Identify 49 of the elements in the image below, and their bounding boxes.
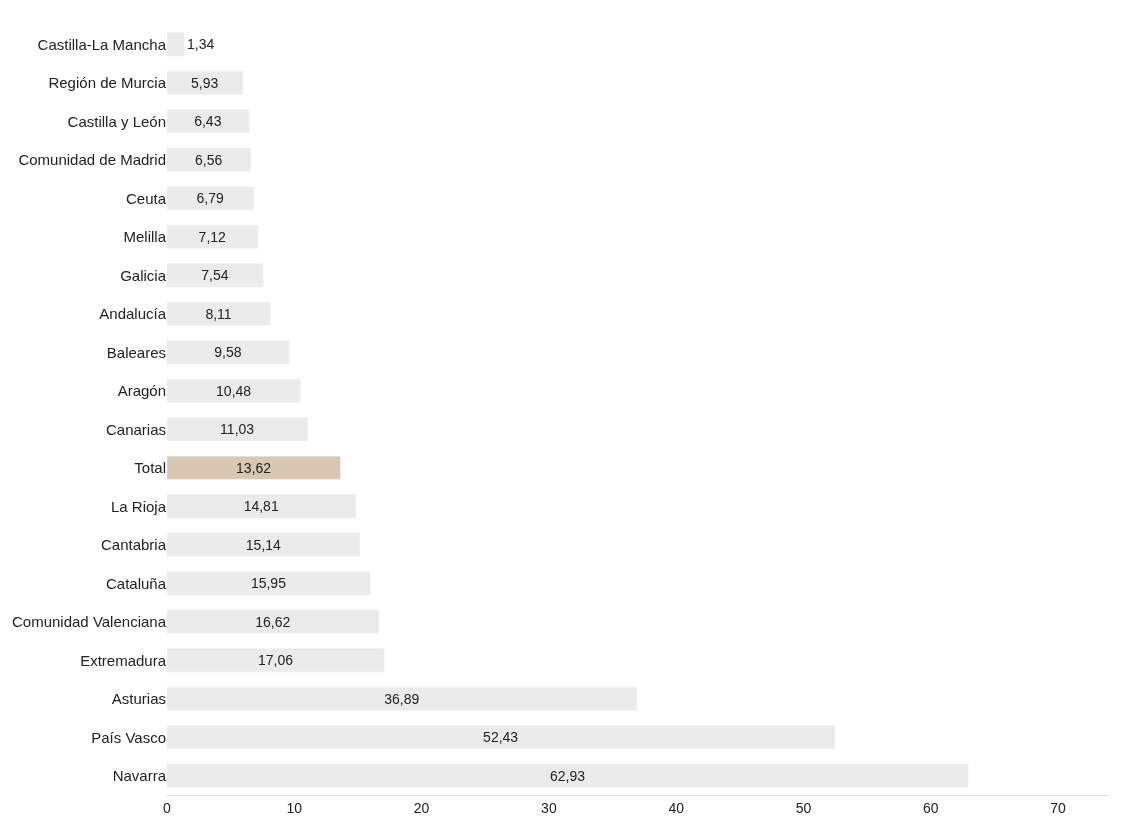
data-label: 6,79 (196, 190, 224, 207)
data-label: 15,14 (245, 536, 281, 553)
data-label: 36,89 (384, 690, 420, 707)
x-tick-label: 50 (795, 799, 812, 816)
y-tick-label: Andalucía (99, 305, 167, 322)
y-tick-label: Aragón (117, 382, 166, 399)
y-tick-label: Asturias (111, 690, 166, 707)
data-label: 11,03 (220, 421, 255, 438)
data-label: 5,93 (191, 74, 219, 91)
x-tick-label: 10 (286, 799, 303, 816)
data-label: 16,62 (255, 613, 291, 630)
x-tick-label: 60 (922, 799, 939, 816)
y-tick-label: Extremadura (80, 651, 167, 669)
data-label: 14,81 (243, 498, 279, 515)
y-tick-label: Cataluña (105, 574, 167, 592)
y-tick-label: Total (134, 459, 166, 476)
data-label: 9,58 (214, 344, 242, 361)
y-tick-label: La Rioja (110, 497, 167, 515)
y-tick-label: Castilla-La Mancha (37, 35, 167, 53)
y-tick-label: Cantabria (100, 536, 167, 553)
data-label: 1,34 (187, 36, 215, 53)
y-tick-label: Región de Murcia (48, 74, 167, 91)
y-tick-label: Castilla y León (67, 112, 166, 130)
y-tick-label: Comunidad de Madrid (18, 151, 166, 168)
y-tick-label: Comunidad Valenciana (12, 613, 167, 630)
bar (167, 455, 341, 480)
data-label: 15,95 (250, 575, 287, 592)
y-tick-label: Navarra (112, 767, 167, 784)
data-label: 8,11 (205, 305, 232, 322)
data-label: 6,56 (195, 151, 223, 168)
data-label: 10,48 (216, 382, 252, 399)
y-tick-label: Melilla (123, 228, 167, 245)
y-tick-label: Canarias (105, 420, 166, 438)
x-tick-label: 30 (541, 799, 557, 816)
data-label: 52,43 (483, 729, 519, 746)
x-tick-label: 40 (668, 799, 685, 816)
data-label: 6,43 (194, 113, 222, 130)
y-tick-label: Baleares (106, 343, 166, 361)
x-tick-label: 70 (1050, 799, 1067, 816)
data-label: 17,06 (257, 652, 294, 669)
x-tick-label: 20 (413, 799, 430, 816)
x-tick-label: 0 (163, 799, 172, 816)
y-tick-label: Ceuta (125, 189, 167, 207)
data-label: 62,93 (549, 767, 586, 784)
data-label: 7,12 (198, 228, 227, 245)
y-tick-label: País Vasco (91, 728, 166, 746)
data-label: 7,54 (201, 267, 229, 284)
y-tick-label: Galicia (120, 266, 167, 284)
data-label: 13,62 (236, 459, 272, 476)
